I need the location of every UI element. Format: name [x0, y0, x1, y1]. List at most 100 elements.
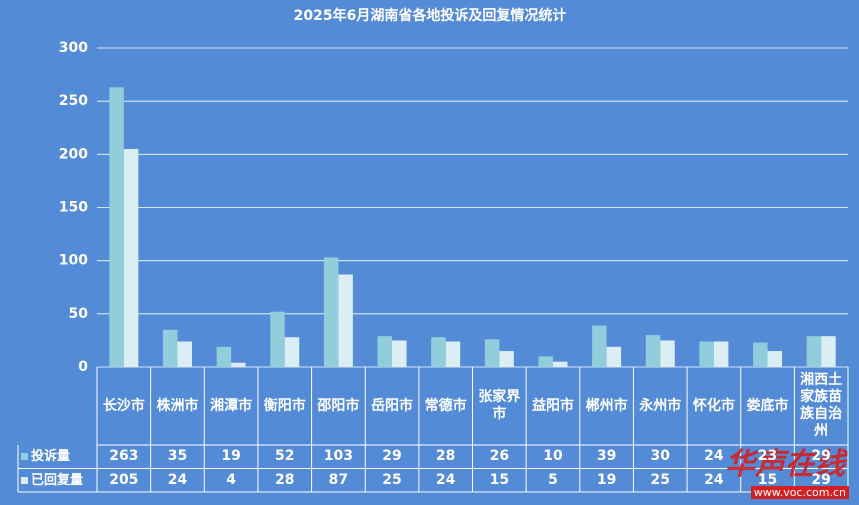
- x-tick-label-text: 常德市: [424, 397, 467, 414]
- table-value-text: 19: [221, 448, 241, 465]
- x-tick-label-text: 永州市: [639, 397, 682, 414]
- table-value: 24: [687, 445, 741, 469]
- x-tick-label: 岳阳市: [365, 367, 419, 445]
- x-tick-label-text: 岳阳市: [371, 397, 414, 414]
- bar: [231, 362, 246, 367]
- table-value-text: 5: [548, 471, 558, 488]
- x-tick-label-text: 张家界市: [478, 389, 521, 422]
- bar: [392, 340, 407, 367]
- table-value: 39: [580, 445, 634, 469]
- table-value-text: 28: [435, 448, 456, 465]
- bar: [538, 356, 553, 367]
- table-value: 29: [794, 445, 848, 469]
- bar: [445, 341, 461, 367]
- table-value: 25: [365, 469, 419, 493]
- x-tick-label-text: 湘西土家族苗族自治州: [800, 372, 843, 439]
- table-value: 29: [365, 445, 419, 469]
- y-tick-label: 250: [59, 93, 88, 109]
- table-value-text: 52: [275, 448, 295, 465]
- x-tick-label: 长沙市: [97, 367, 151, 445]
- table-value-text: 10: [543, 448, 563, 465]
- table-value: 87: [312, 469, 366, 493]
- x-tick-label: 常德市: [419, 367, 473, 445]
- table-value-text: 24: [435, 471, 456, 488]
- legend-entry: 投诉量: [18, 445, 97, 469]
- bar: [431, 337, 446, 367]
- table-value: 24: [151, 469, 205, 493]
- table-value: 103: [312, 445, 366, 469]
- table-value-text: 205: [109, 471, 139, 488]
- x-tick-label: 娄底市: [741, 367, 795, 445]
- table-value-text: 25: [382, 471, 402, 488]
- table-value: 15: [741, 469, 795, 493]
- legend-label: 已回复量: [31, 472, 84, 488]
- x-tick-label-text: 益阳市: [531, 397, 574, 414]
- x-tick-label: 永州市: [633, 367, 687, 445]
- watermark-brand: 华声在线: [725, 447, 845, 482]
- table-value: 24: [687, 469, 741, 493]
- table-value-text: 29: [382, 448, 402, 465]
- bar: [484, 339, 500, 367]
- y-tick-label: 150: [59, 200, 88, 216]
- table-value-text: 29: [811, 471, 831, 488]
- table-value: 25: [633, 469, 687, 493]
- x-tick-label-text: 湘潭市: [210, 397, 253, 414]
- y-tick-label: 200: [59, 146, 88, 162]
- x-tick-label: 郴州市: [580, 367, 634, 445]
- bar: [377, 336, 393, 367]
- bar: [177, 341, 192, 367]
- bar: [123, 149, 139, 367]
- bar: [162, 329, 178, 367]
- table-value-text: 29: [811, 448, 831, 465]
- table-value-text: 24: [704, 471, 724, 488]
- bar: [284, 337, 300, 367]
- table-value: 26: [473, 445, 527, 469]
- bar: [499, 351, 514, 367]
- bar: [753, 342, 768, 367]
- bar: [806, 336, 822, 367]
- table-value-text: 35: [167, 448, 188, 465]
- x-tick-label-text: 邵阳市: [317, 397, 360, 414]
- table-value: 19: [204, 445, 258, 469]
- table-value: 15: [473, 469, 527, 493]
- bar: [338, 274, 353, 367]
- y-tick-label: 100: [59, 253, 88, 269]
- bar: [713, 341, 729, 367]
- table-value-text: 15: [757, 471, 778, 488]
- table-value: 29: [794, 469, 848, 493]
- table-value-text: 24: [167, 471, 188, 488]
- table-value: 28: [258, 469, 312, 493]
- x-tick-label: 湘西土家族苗族自治州: [794, 367, 848, 445]
- table-value: 23: [741, 445, 795, 469]
- table-value: 35: [151, 445, 205, 469]
- x-tick-label-text: 娄底市: [746, 397, 789, 414]
- x-tick-label-text: 怀化市: [692, 397, 735, 414]
- table-value-text: 30: [650, 448, 670, 465]
- table-value-text: 23: [757, 448, 778, 465]
- x-tick-label: 张家界市: [473, 367, 527, 445]
- bar: [552, 361, 568, 367]
- y-tick-label: 0: [78, 359, 88, 375]
- bar: [270, 311, 285, 367]
- table-value-text: 263: [109, 448, 139, 465]
- x-tick-label-text: 衡阳市: [263, 397, 306, 414]
- bar: [606, 346, 622, 367]
- legend-key: [21, 453, 28, 461]
- bar: [323, 257, 339, 367]
- table-value: 24: [419, 469, 473, 493]
- table-value: 10: [526, 445, 580, 469]
- table-value-text: 26: [489, 448, 510, 465]
- y-tick-label: 50: [69, 306, 89, 322]
- bar: [660, 340, 675, 367]
- table-value-text: 15: [489, 471, 510, 488]
- bar: [821, 336, 836, 367]
- table-value: 4: [204, 469, 258, 493]
- y-tick-label: 300: [59, 40, 88, 56]
- table-value: 263: [97, 445, 151, 469]
- x-tick-label-text: 长沙市: [102, 397, 145, 414]
- table-value-text: 39: [596, 448, 617, 465]
- x-tick-label: 怀化市: [687, 367, 741, 445]
- table-value-text: 28: [275, 471, 295, 488]
